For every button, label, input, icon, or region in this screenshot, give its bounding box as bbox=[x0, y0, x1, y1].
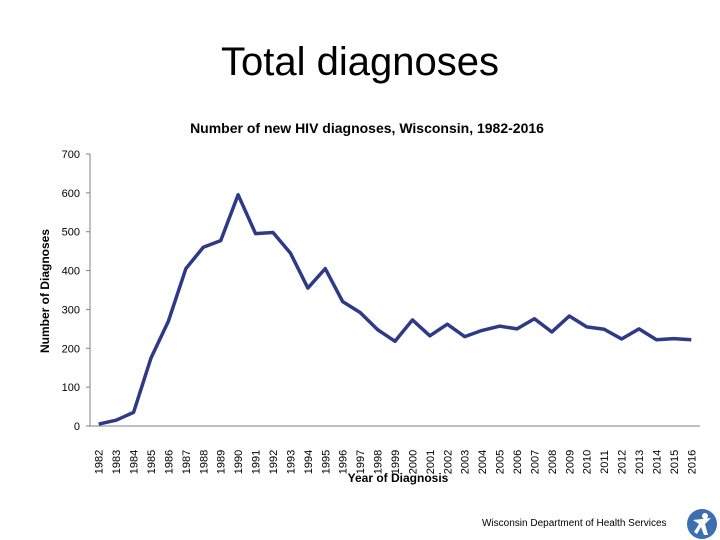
x-tick-label: 1998 bbox=[373, 450, 385, 474]
x-tick-label: 1987 bbox=[181, 450, 193, 474]
x-tick-label: 2012 bbox=[617, 450, 629, 474]
y-tick-label: 400 bbox=[62, 266, 80, 278]
x-tick-label: 2001 bbox=[425, 450, 437, 474]
x-tick-label: 2010 bbox=[582, 450, 594, 474]
x-tick-label: 1995 bbox=[320, 450, 332, 474]
x-tick-label: 1983 bbox=[111, 450, 123, 474]
slide-title: Total diagnoses bbox=[221, 40, 499, 84]
x-tick-label: 1984 bbox=[129, 450, 141, 474]
x-tick-label: 1992 bbox=[268, 450, 280, 474]
x-tick-label: 2015 bbox=[669, 450, 681, 474]
x-tick-label: 2004 bbox=[477, 450, 489, 474]
y-axis-ticks: 0 100 200 300 400 500 600 700 bbox=[62, 149, 90, 433]
y-tick-label: 300 bbox=[62, 304, 80, 316]
x-tick-label: 1999 bbox=[390, 450, 402, 474]
x-tick-label: 2011 bbox=[599, 450, 611, 474]
x-tick-label: 2008 bbox=[547, 450, 559, 474]
x-tick-label: 2000 bbox=[407, 450, 419, 474]
x-tick-label: 2003 bbox=[460, 450, 472, 474]
y-axis-label: Number of Diagnoses bbox=[38, 229, 52, 353]
person-figure-icon bbox=[687, 509, 717, 539]
y-tick-label: 0 bbox=[74, 421, 80, 433]
x-tick-label: 2005 bbox=[495, 450, 507, 474]
y-tick-label: 200 bbox=[62, 343, 80, 355]
x-tick-label: 2002 bbox=[442, 450, 454, 474]
x-axis-label: Year of Diagnosis bbox=[348, 471, 449, 485]
x-tick-label: 1986 bbox=[163, 450, 175, 474]
y-tick-label: 700 bbox=[62, 149, 80, 161]
x-tick-label: 1982 bbox=[94, 450, 106, 474]
x-tick-label: 2006 bbox=[512, 450, 524, 474]
x-tick-label: 1985 bbox=[146, 450, 158, 474]
x-tick-label: 1991 bbox=[251, 450, 263, 474]
x-tick-label: 2016 bbox=[686, 450, 698, 474]
y-tick-label: 600 bbox=[62, 188, 80, 200]
series-line bbox=[98, 193, 692, 426]
x-tick-label: 2014 bbox=[651, 450, 663, 474]
x-tick-label: 2009 bbox=[564, 450, 576, 474]
footer-text: Wisconsin Department of Health Services bbox=[482, 518, 667, 529]
x-tick-label: 1993 bbox=[285, 450, 297, 474]
x-tick-label: 1997 bbox=[355, 450, 367, 474]
x-tick-label: 1996 bbox=[338, 450, 350, 474]
x-tick-label: 1988 bbox=[198, 450, 210, 474]
y-tick-label: 100 bbox=[62, 382, 80, 394]
x-tick-label: 2013 bbox=[634, 450, 646, 474]
x-tick-label: 1994 bbox=[303, 450, 315, 474]
x-axis-ticks: 1982 1983 1984 1985 1986 1987 1988 1989 1990 1991… bbox=[94, 450, 699, 474]
x-tick-label: 2007 bbox=[529, 450, 541, 474]
x-tick-label: 1989 bbox=[216, 450, 228, 474]
y-tick-label: 500 bbox=[62, 227, 80, 239]
chart-title: Number of new HIV diagnoses, Wisconsin, … bbox=[190, 120, 544, 136]
x-tick-label: 1990 bbox=[233, 450, 245, 474]
